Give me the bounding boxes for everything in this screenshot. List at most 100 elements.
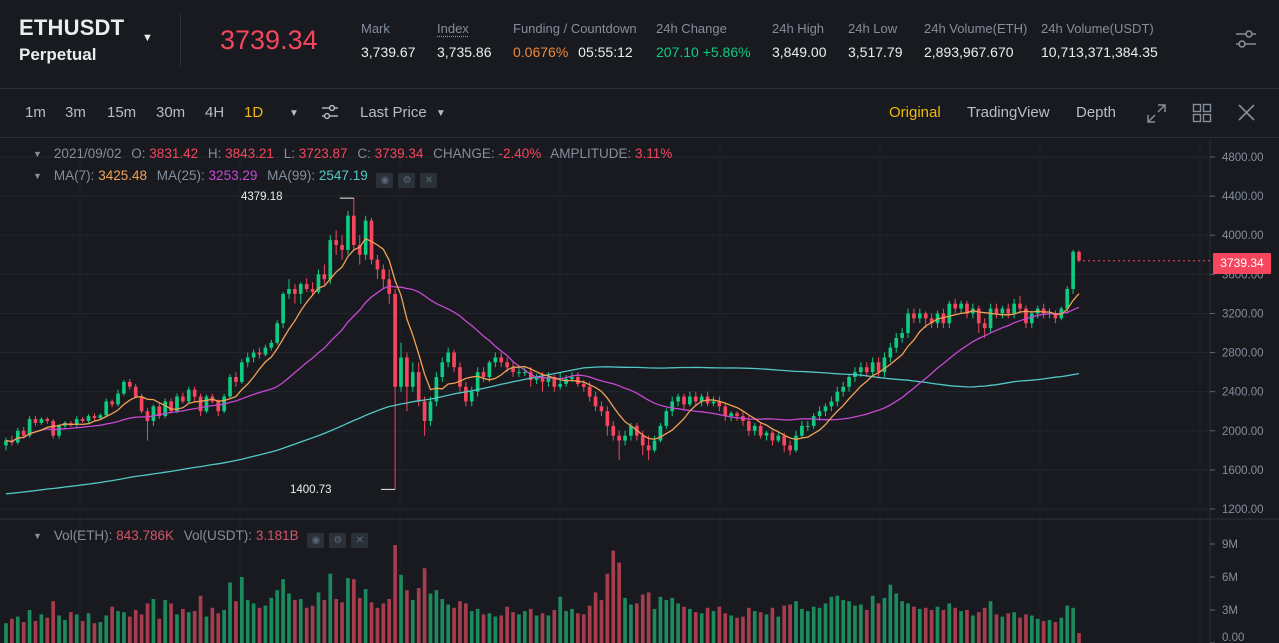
volume-bar	[640, 594, 645, 643]
candle-body	[646, 445, 651, 451]
funding-countdown: 05:55:12	[578, 44, 633, 60]
candle-body	[86, 416, 91, 421]
price-type-label: Last Price	[360, 104, 427, 121]
candle-body	[982, 323, 987, 329]
candle-body	[57, 425, 61, 436]
tab-original[interactable]: Original	[889, 104, 941, 121]
gear-icon[interactable]: ⚙	[398, 173, 416, 188]
tab-tradingview[interactable]: TradingView	[967, 104, 1050, 121]
volume-bar	[216, 613, 221, 643]
candle-body	[876, 362, 881, 373]
candle-body	[21, 430, 26, 436]
volume-bar	[387, 599, 392, 643]
ma99-line	[5, 366, 1080, 495]
candle-body	[747, 421, 751, 431]
volume-bar	[717, 606, 722, 643]
volume-bar	[357, 597, 362, 643]
eye-icon[interactable]: ◉	[376, 173, 394, 188]
caret-down-icon[interactable]: ▼	[33, 531, 42, 541]
volume-bar	[764, 614, 769, 643]
expand-icon[interactable]	[1146, 103, 1167, 124]
candle-body	[623, 435, 627, 441]
gear-icon[interactable]: ⚙	[329, 533, 347, 548]
volume-bar	[929, 610, 934, 643]
candle-body	[1077, 251, 1081, 261]
candle-body	[257, 352, 262, 355]
eye-icon[interactable]: ◉	[307, 533, 325, 548]
candle-body	[458, 367, 462, 387]
candle-body	[723, 406, 728, 417]
close-icon[interactable]: ✕	[351, 533, 369, 548]
legend-open-label: O:	[131, 146, 146, 161]
caret-down-icon[interactable]: ▼	[142, 32, 153, 44]
stat-value: 3,849.00	[772, 44, 827, 60]
volume-bar	[464, 603, 468, 643]
symbol-name[interactable]: ETHUSDT	[19, 15, 125, 40]
ma25-line	[5, 285, 1080, 443]
price-tick-label: 4800.00	[1222, 152, 1264, 164]
candle-body	[699, 396, 704, 402]
sliders-icon[interactable]	[1234, 27, 1258, 51]
price-type-selector[interactable]: Last Price ▼	[360, 104, 446, 121]
volume-bar	[98, 622, 103, 643]
candle-body	[794, 435, 798, 451]
candle-body	[1071, 251, 1075, 289]
timeframe-1d[interactable]: 1D	[244, 104, 264, 121]
caret-down-icon: ▼	[435, 108, 446, 119]
timeframe-1m[interactable]: 1m	[25, 104, 46, 121]
volume-bar	[169, 603, 173, 643]
candle-body	[682, 396, 686, 405]
candle-body	[181, 396, 185, 402]
volume-bar	[428, 593, 433, 643]
close-icon[interactable]: ✕	[420, 173, 438, 188]
vol-eth-label: Vol(ETH):	[53, 528, 113, 543]
volume-bar	[581, 614, 586, 643]
volume-bar	[263, 605, 268, 643]
volume-bar	[393, 545, 397, 643]
volume-bar	[181, 608, 185, 643]
caret-down-icon[interactable]: ▼	[33, 149, 42, 159]
candle-body	[80, 419, 85, 421]
candle-body	[369, 220, 374, 260]
candlestick-chart[interactable]: 4800.004400.004000.003600.003200.002800.…	[0, 138, 1279, 643]
volume-bar	[33, 621, 38, 643]
candle-body	[976, 308, 981, 324]
legend-close-label: C:	[357, 146, 371, 161]
ma-legend: ▼ MA(7): 3425.48 MA(25): 3253.29 MA(99): …	[33, 168, 438, 188]
stat-24h-change: 24h Change 207.10 +5.86%	[656, 21, 751, 60]
tab-depth[interactable]: Depth	[1076, 104, 1117, 121]
candle-body	[988, 308, 993, 329]
volume-bar	[475, 608, 480, 643]
caret-down-icon[interactable]: ▼	[289, 108, 299, 119]
volume-bar	[116, 611, 120, 643]
volume-bar	[599, 600, 604, 643]
volume-bar	[617, 562, 621, 643]
symbol-selector[interactable]: ETHUSDT Perpetual	[19, 15, 124, 65]
candle-body	[611, 425, 616, 436]
close-icon[interactable]	[1238, 104, 1255, 121]
stat-label[interactable]: Index	[437, 21, 469, 36]
candle-body	[511, 367, 515, 373]
volume-bar	[69, 612, 73, 643]
volume-bar	[1071, 607, 1075, 643]
caret-down-icon[interactable]: ▼	[33, 171, 42, 181]
timeframe-30m[interactable]: 30m	[156, 104, 186, 121]
legend-high: 3843.21	[225, 146, 274, 161]
grid-layout-icon[interactable]	[1192, 103, 1212, 123]
stat-funding: Funding / Countdown 0.0676% 05:55:12	[513, 21, 637, 60]
timeframe-3m[interactable]: 3m	[65, 104, 86, 121]
timeframe-15m[interactable]: 15m	[107, 104, 137, 121]
candle-body	[151, 406, 156, 421]
timeframe-4h[interactable]: 4H	[205, 104, 225, 121]
candle-body	[145, 411, 150, 421]
stat-label: 24h Volume(USDT)	[1041, 21, 1154, 36]
volume-bar	[752, 611, 757, 643]
candle-body	[652, 440, 657, 451]
candle-body	[552, 377, 557, 387]
indicator-settings-icon[interactable]	[321, 104, 339, 120]
volume-bar	[416, 588, 421, 643]
volume-bar	[228, 582, 232, 643]
candle-body	[587, 386, 592, 397]
candle-body	[629, 425, 633, 436]
volume-bar	[552, 610, 557, 643]
